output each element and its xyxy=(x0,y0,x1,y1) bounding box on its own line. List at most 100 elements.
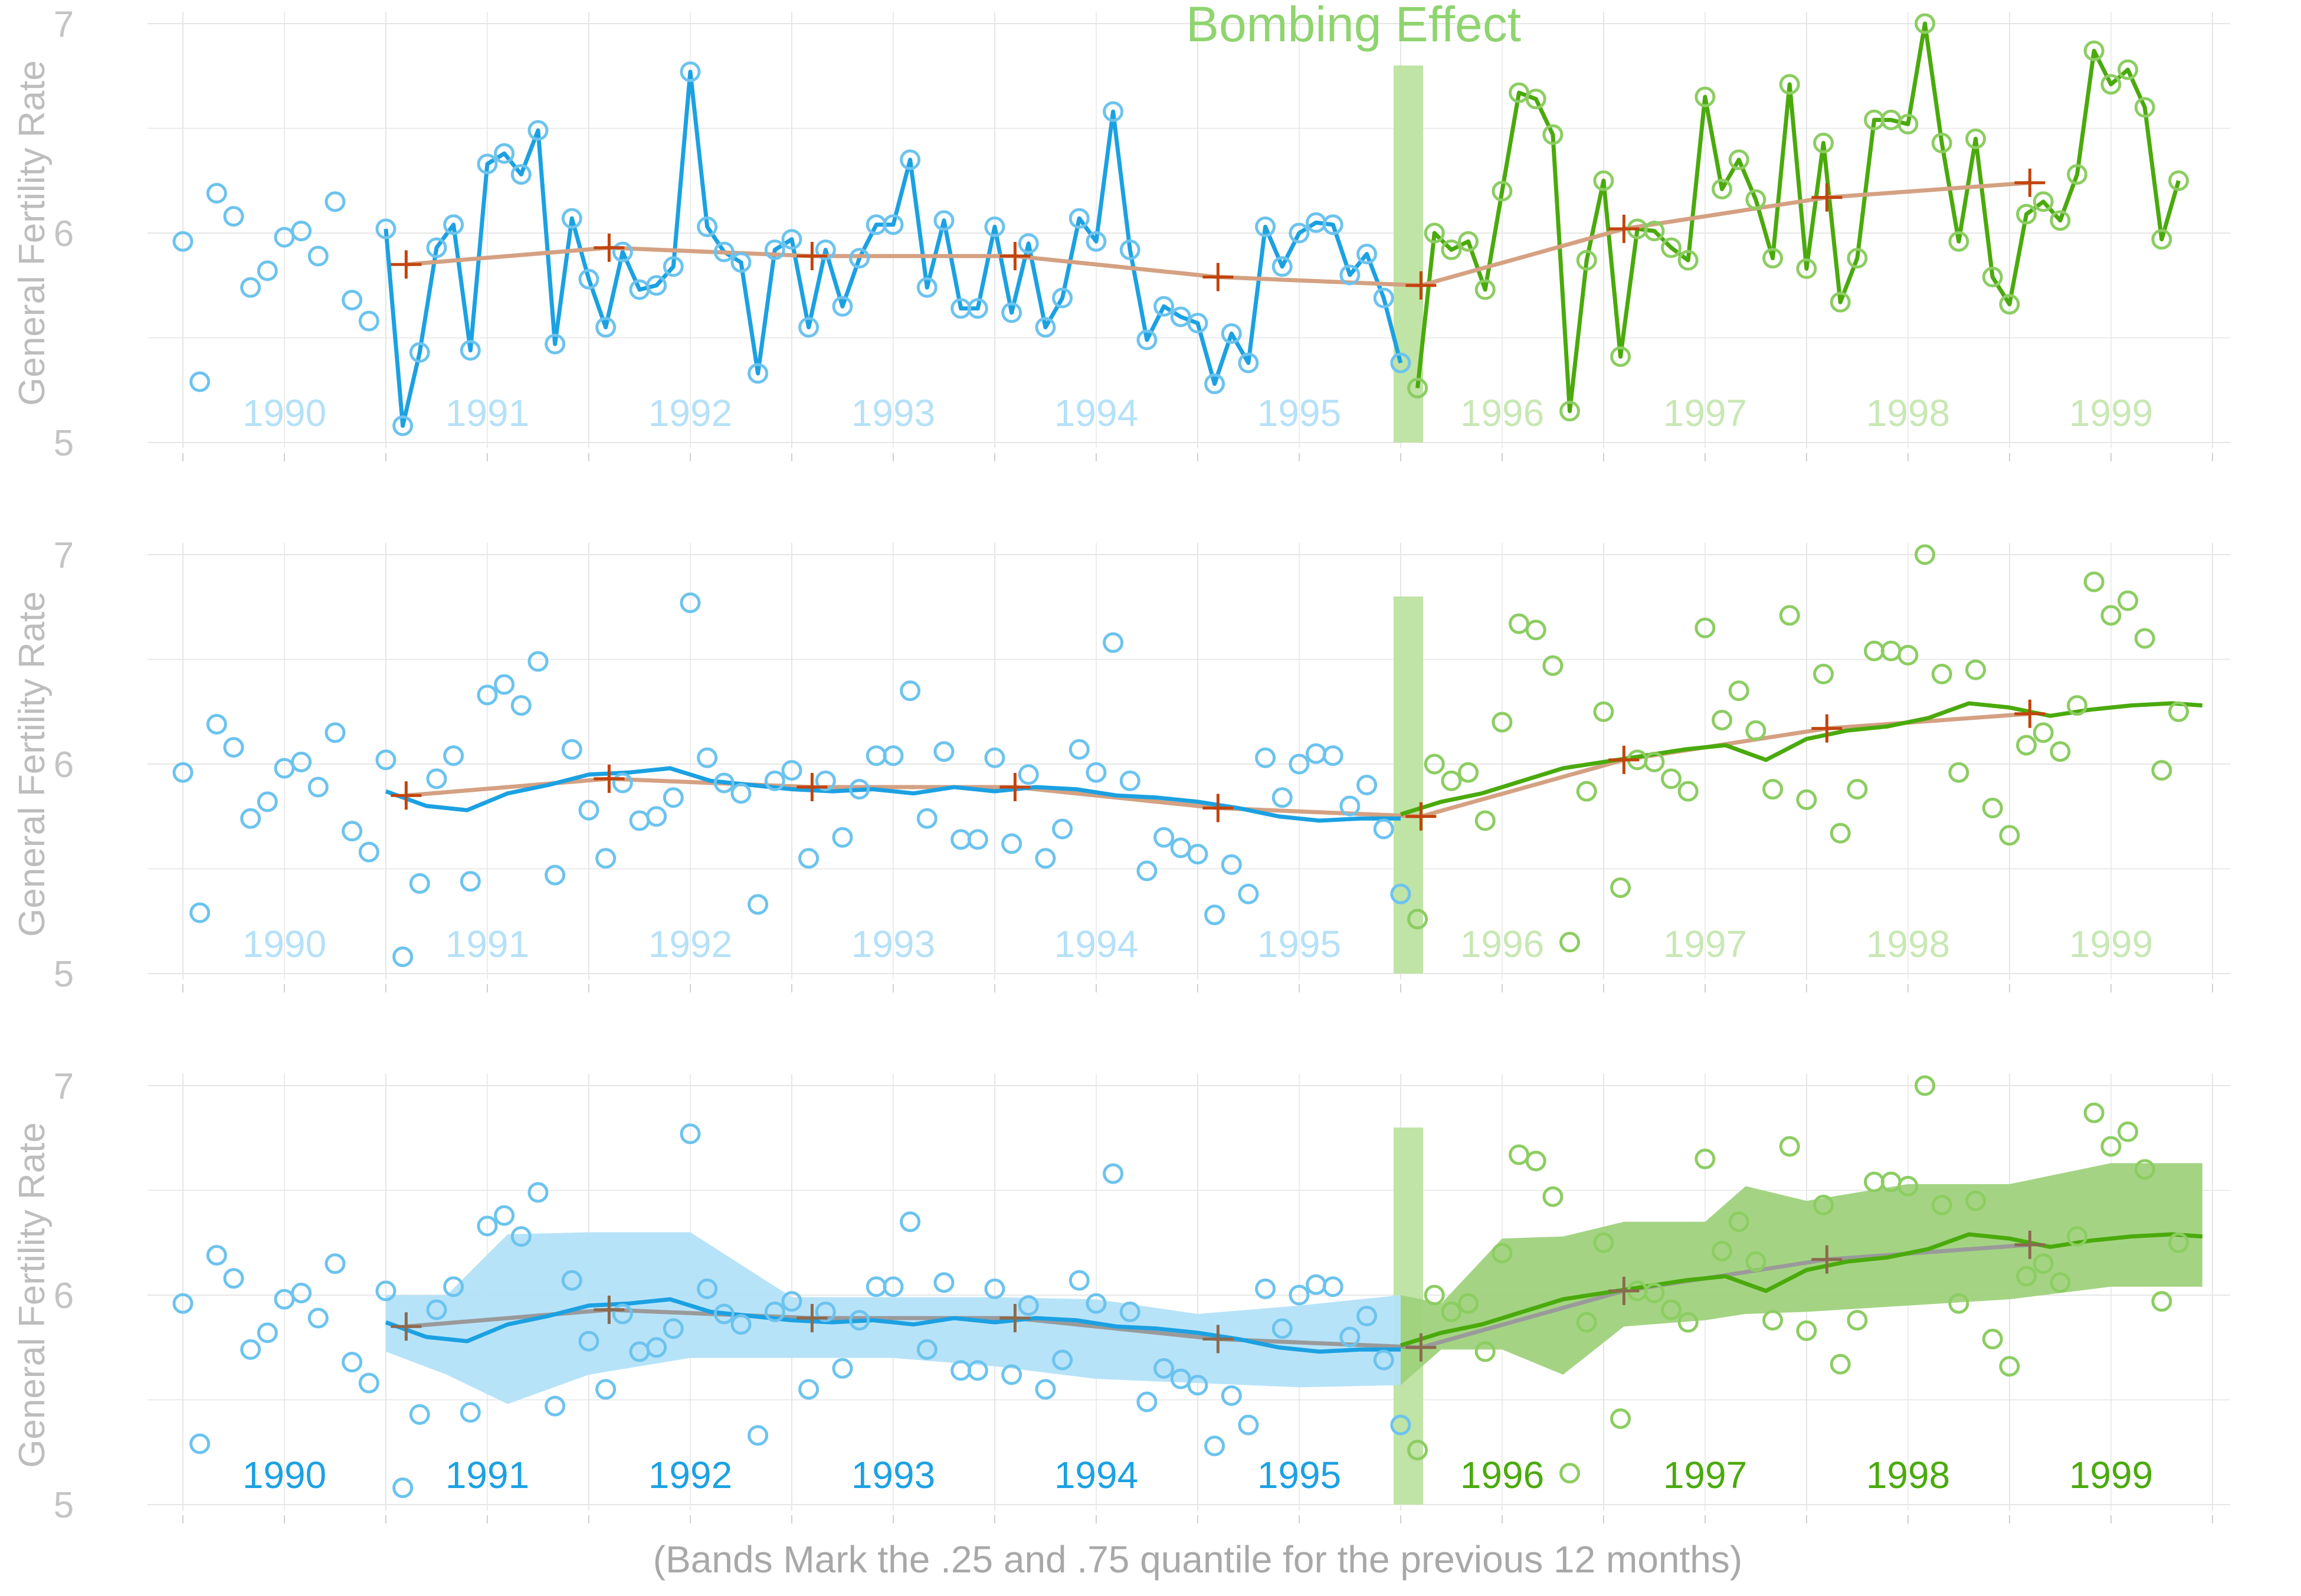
data-point xyxy=(849,779,870,800)
data-point xyxy=(1982,798,2003,819)
data-point xyxy=(1509,613,1530,634)
data-point xyxy=(223,206,244,227)
data-point xyxy=(697,1278,718,1299)
smoothed-line-post xyxy=(1399,1232,2203,1348)
data-point xyxy=(1948,231,1969,252)
data-point xyxy=(629,810,650,831)
data-point xyxy=(358,1372,379,1394)
data-point xyxy=(1119,770,1140,791)
data-point xyxy=(984,1278,1005,1299)
data-point xyxy=(1187,313,1208,334)
data-point xyxy=(832,1358,853,1379)
data-point xyxy=(392,415,414,437)
data-point xyxy=(967,298,988,319)
data-point xyxy=(1238,1414,1259,1436)
data-point xyxy=(1644,1282,1665,1303)
data-point xyxy=(257,260,278,281)
data-point xyxy=(1373,287,1394,309)
year-label: 1995 xyxy=(1257,923,1341,965)
year-label: 1996 xyxy=(1460,392,1544,434)
year-label: 1997 xyxy=(1663,923,1747,965)
year-label: 1992 xyxy=(648,923,732,965)
data-point xyxy=(1271,256,1293,277)
data-point xyxy=(426,237,447,258)
year-label: 1996 xyxy=(1460,923,1544,965)
data-point xyxy=(324,722,346,743)
series-line-pre-bombing xyxy=(384,70,1403,428)
data-point xyxy=(240,808,261,829)
data-point xyxy=(1509,1144,1530,1165)
data-point xyxy=(883,1276,904,1297)
data-point xyxy=(527,1182,549,1203)
data-point xyxy=(1830,1354,1851,1375)
data-point xyxy=(1356,244,1378,264)
data-point xyxy=(257,1322,278,1343)
data-point xyxy=(1880,640,1902,661)
data-point xyxy=(2151,229,2172,250)
data-point xyxy=(443,1276,464,1297)
data-point xyxy=(1086,1293,1107,1314)
data-point xyxy=(307,776,329,798)
data-point xyxy=(1339,264,1361,286)
data-point xyxy=(1931,663,1952,684)
y-tick-label: 5 xyxy=(54,1485,74,1526)
data-point xyxy=(1610,1408,1631,1429)
data-point xyxy=(1576,250,1597,271)
data-point xyxy=(1424,222,1445,244)
data-point xyxy=(1779,1136,1800,1157)
year-label: 1993 xyxy=(851,392,935,434)
data-point xyxy=(291,220,312,241)
data-point xyxy=(1441,770,1462,791)
data-point xyxy=(460,340,481,361)
data-point xyxy=(595,1379,617,1400)
data-point xyxy=(460,1402,481,1423)
data-point xyxy=(1221,1385,1242,1406)
smoothed-line-post xyxy=(1399,701,2203,817)
data-point xyxy=(916,1339,938,1360)
data-point xyxy=(1677,250,1699,271)
data-point xyxy=(1052,818,1073,840)
data-point xyxy=(2033,722,2054,743)
data-point xyxy=(916,808,938,829)
data-point xyxy=(2033,191,2054,212)
data-point xyxy=(1322,745,1343,766)
data-point xyxy=(477,684,498,706)
data-point xyxy=(1103,101,1124,122)
data-point xyxy=(1559,1463,1581,1484)
data-point xyxy=(1542,1186,1564,1207)
y-axis-label: General Fertility Rate xyxy=(12,1122,53,1468)
data-point xyxy=(646,1337,667,1358)
data-point xyxy=(1204,373,1225,395)
data-point xyxy=(1322,1276,1343,1297)
data-point xyxy=(342,1352,363,1373)
data-point xyxy=(713,1303,735,1325)
data-point xyxy=(1407,378,1428,399)
data-point xyxy=(172,762,194,783)
y-tick-label: 7 xyxy=(54,4,74,45)
data-point xyxy=(1847,779,1868,800)
data-point xyxy=(1018,764,1039,785)
data-point xyxy=(1847,1310,1868,1331)
data-point xyxy=(2016,1266,2037,1287)
data-point xyxy=(663,787,684,808)
data-point xyxy=(477,153,498,175)
data-point xyxy=(494,1205,515,1226)
data-point xyxy=(1677,1312,1699,1333)
data-point xyxy=(764,1301,785,1322)
year-label: 1996 xyxy=(1460,1454,1544,1496)
y-tick-label: 7 xyxy=(54,535,74,576)
data-point xyxy=(1221,323,1242,344)
data-point xyxy=(1915,13,1936,34)
data-point xyxy=(2168,701,2189,722)
data-point xyxy=(2067,1226,2088,1247)
data-point xyxy=(206,1245,227,1266)
data-point xyxy=(1492,1243,1513,1264)
data-point xyxy=(1661,768,1682,789)
data-point xyxy=(1762,1310,1784,1331)
data-point xyxy=(1948,762,1969,783)
data-point xyxy=(1847,248,1868,269)
year-label: 1991 xyxy=(445,392,529,434)
data-point xyxy=(1001,302,1022,323)
data-point xyxy=(933,741,955,762)
